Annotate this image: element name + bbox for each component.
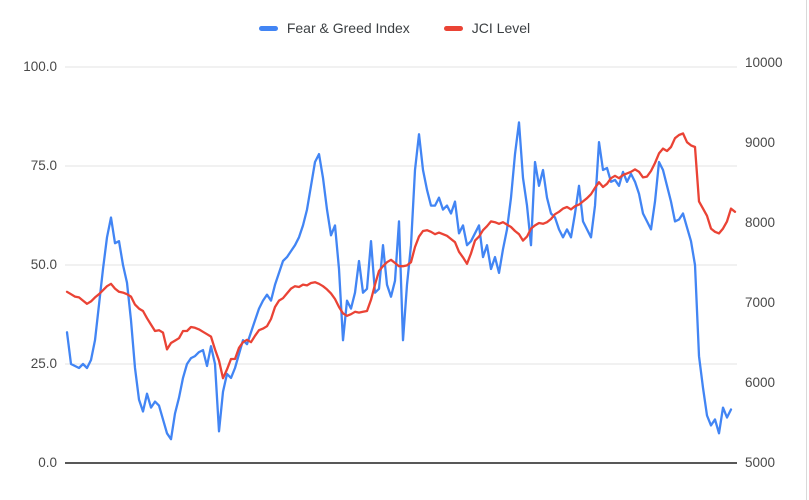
legend-item-fear-greed[interactable]: Fear & Greed Index: [258, 20, 410, 36]
right-axis-tick-label: 6000: [745, 375, 776, 390]
right-axis-tick-label: 5000: [745, 455, 776, 470]
window-edge-divider: [806, 0, 807, 500]
right-axis-tick-label: 8000: [745, 215, 776, 230]
left-axis-tick-label: 75.0: [30, 158, 57, 173]
left-axis-tick-label: 50.0: [30, 257, 57, 272]
legend-label: JCI Level: [471, 20, 531, 36]
left-axis-tick-label: 0.0: [38, 455, 57, 470]
left-axis-tick-label: 100.0: [23, 59, 57, 74]
jci-swatch-icon: [443, 25, 463, 31]
fear-greed-line[interactable]: [65, 121, 733, 441]
left-axis-tick-label: 25.0: [30, 356, 57, 371]
jci-line[interactable]: [65, 132, 737, 380]
right-axis-tick-label: 10000: [745, 55, 783, 70]
right-axis-tick-label: 9000: [745, 135, 776, 150]
legend-label: Fear & Greed Index: [286, 20, 410, 36]
legend: Fear & Greed Index JCI Level: [0, 17, 799, 39]
legend-item-jci[interactable]: JCI Level: [443, 20, 531, 36]
fear-greed-swatch-icon: [258, 25, 278, 31]
right-axis-tick-label: 7000: [745, 295, 776, 310]
